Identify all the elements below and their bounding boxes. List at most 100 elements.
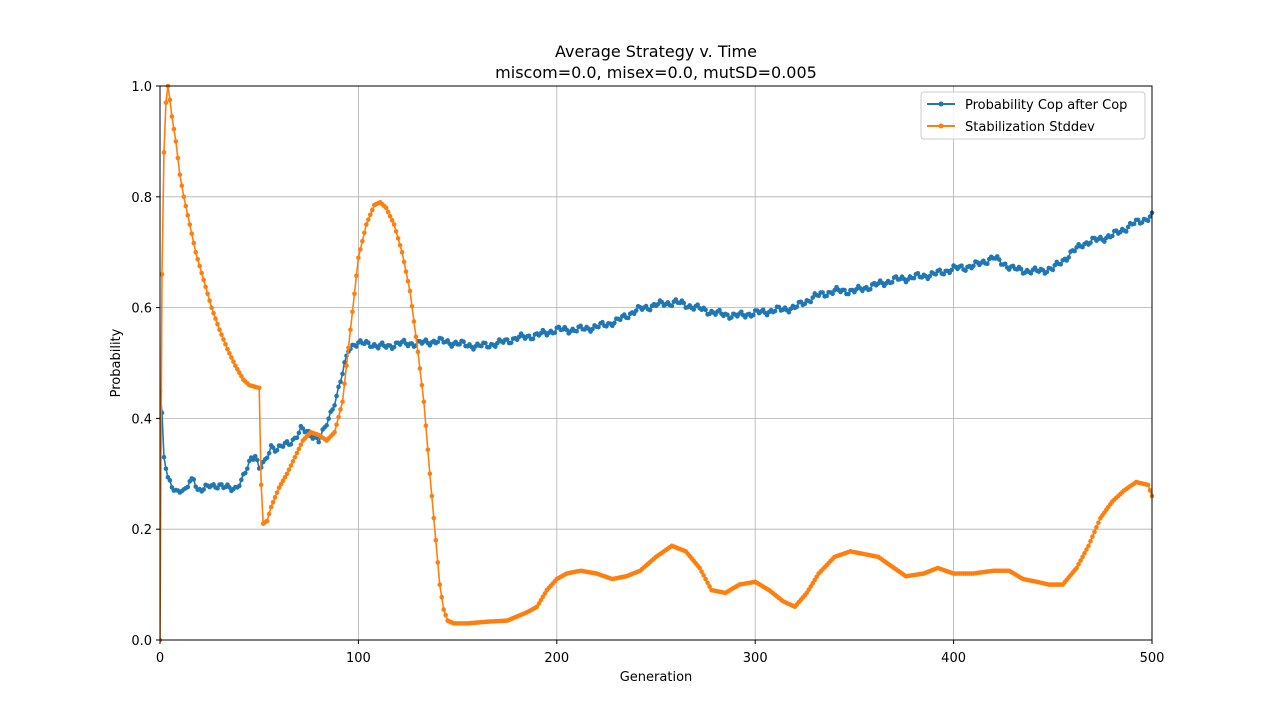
data-point [729,315,734,320]
data-point [542,591,548,596]
data-point [298,442,304,448]
data-point [338,379,343,385]
data-point [268,504,274,510]
data-point [362,230,367,236]
data-point [1018,266,1024,272]
data-point [375,345,381,351]
data-point [429,493,435,499]
axis-ticks: 0 100 200 300 400 500 0.0 0.2 0.4 0.6 0.8 1.0 [131,80,1164,666]
data-point [1002,261,1008,267]
data-point [187,222,193,227]
data-point [1147,214,1153,219]
data-point [185,484,191,490]
data-point [185,212,191,218]
data-point [191,240,197,246]
data-point [1072,248,1077,254]
data-point [338,407,343,412]
data-point [846,291,851,297]
data-point [1147,488,1153,493]
data-point [219,482,224,487]
data-point [494,340,500,346]
y-tick-label: 1.0 [131,80,152,95]
data-point [697,565,702,571]
data-point [659,299,665,305]
legend: Probability Cop after Cop Stabilization … [920,91,1146,140]
data-point [217,327,222,333]
data-point [625,315,631,321]
data-point [409,303,415,309]
data-point [211,310,216,316]
data-point [703,307,708,313]
data-point [699,569,704,574]
data-point [617,317,623,323]
data-point [457,342,462,347]
data-point [1050,267,1056,273]
data-point [1135,217,1141,223]
x-tick-label: 100 [346,651,371,666]
data-point [199,270,204,276]
data-point [221,337,226,342]
data-point [181,194,187,200]
data-point [354,273,359,279]
data-point [612,320,617,326]
y-tick-label: 0.2 [131,523,152,538]
data-point [215,486,220,491]
data-point [889,280,895,285]
data-point [171,126,177,132]
data-point [280,444,286,449]
data-point [161,454,167,460]
data-point [538,597,544,603]
data-point [177,172,183,177]
data-point [971,263,976,269]
legend-marker-probability-cop [938,101,944,107]
data-point [1052,262,1058,268]
series-layer [160,83,1155,643]
data-point [213,316,218,321]
data-point [296,446,302,452]
data-point [344,363,349,369]
data-point [441,607,447,612]
data-point [461,339,466,345]
data-point [437,582,443,587]
data-point [340,371,345,377]
data-point [332,403,337,408]
data-point [336,384,341,390]
data-point [937,267,943,273]
data-point [596,324,601,330]
data-point [167,478,173,483]
data-point [707,584,712,589]
data-point [340,399,345,405]
data-point [802,301,808,307]
legend-label-stabilization-stddev: Stabilization Stddev [965,120,1095,135]
data-point [332,429,337,435]
data-point [933,272,939,277]
data-point [167,97,173,103]
data-point [776,304,782,310]
data-point [1028,271,1034,276]
data-point [272,495,278,500]
data-point [739,309,744,315]
data-point [399,249,405,255]
series-stabilization-stddev [160,83,1155,643]
data-point [786,309,792,315]
data-point [1110,233,1115,239]
data-point [401,259,407,265]
data-point [336,414,341,420]
data-point [915,270,921,276]
data-point [1092,529,1097,535]
data-point [239,477,244,483]
data-point [996,257,1002,262]
data-point [163,466,169,472]
data-point [421,399,427,405]
data-point [415,349,421,355]
data-point [1084,547,1089,552]
data-point [342,360,347,365]
data-point [431,515,437,521]
data-point [655,301,661,307]
data-point [427,471,433,477]
data-point [411,319,417,324]
data-point [824,293,829,299]
data-point [254,457,260,463]
data-point [701,573,706,578]
